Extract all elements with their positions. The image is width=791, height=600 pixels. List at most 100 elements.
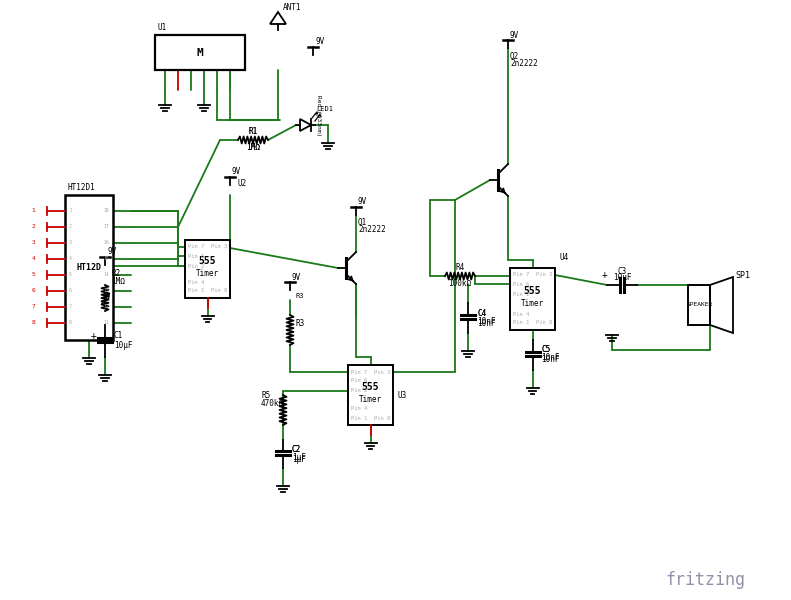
Text: 10nF: 10nF [542, 353, 560, 362]
Text: Pin 4: Pin 4 [188, 280, 204, 284]
Text: 1MΩ: 1MΩ [246, 143, 260, 152]
Text: Pin 6: Pin 6 [188, 253, 204, 259]
Text: 16: 16 [104, 241, 109, 245]
Text: SPEAKER: SPEAKER [687, 302, 713, 307]
Text: HT12D1: HT12D1 [67, 182, 95, 191]
Text: 10nF: 10nF [477, 317, 495, 325]
Text: U1: U1 [157, 23, 166, 32]
Text: 10nF: 10nF [542, 355, 560, 364]
Text: 2n2222: 2n2222 [358, 226, 386, 235]
Text: 100kΩ: 100kΩ [448, 280, 471, 289]
Text: 4: 4 [32, 257, 35, 262]
Text: R2: R2 [111, 269, 120, 277]
Text: Pin 3: Pin 3 [536, 272, 552, 277]
Text: 1MΩ: 1MΩ [111, 277, 125, 286]
Text: Q2: Q2 [510, 52, 519, 61]
Text: 11: 11 [104, 320, 109, 325]
Polygon shape [300, 119, 311, 131]
Text: LED1: LED1 [316, 106, 333, 112]
Text: 9V: 9V [358, 197, 367, 206]
Text: C5: C5 [542, 346, 551, 355]
Text: Pin 1: Pin 1 [351, 415, 367, 421]
Text: 5: 5 [32, 272, 35, 277]
Text: 7: 7 [69, 304, 72, 310]
Bar [510, 268, 555, 330]
Text: R5: R5 [261, 391, 271, 400]
Text: Pin 3: Pin 3 [374, 370, 390, 374]
Text: 15: 15 [104, 257, 109, 262]
Text: Pin 8: Pin 8 [536, 320, 552, 325]
Text: Pin 7: Pin 7 [351, 370, 367, 374]
Text: +: + [602, 270, 608, 280]
Text: Timer: Timer [359, 395, 382, 404]
Text: 2: 2 [32, 224, 35, 229]
Text: 7: 7 [32, 304, 35, 310]
Text: U3: U3 [398, 391, 407, 400]
Bar [348, 365, 393, 425]
Text: Pin 1: Pin 1 [188, 289, 204, 293]
Text: C4: C4 [477, 308, 486, 317]
Text: 12: 12 [104, 304, 109, 310]
Text: SP1: SP1 [735, 271, 750, 280]
Text: C1: C1 [114, 331, 123, 340]
Text: Pin 2: Pin 2 [351, 389, 367, 394]
Text: C5: C5 [542, 346, 551, 355]
Text: 470kΩ: 470kΩ [261, 400, 284, 409]
Text: 10µF: 10µF [114, 341, 133, 350]
Text: Pin 3: Pin 3 [210, 245, 227, 250]
Text: 10µF: 10µF [613, 274, 631, 283]
Text: R3: R3 [296, 319, 305, 329]
Text: Pin 7: Pin 7 [188, 245, 204, 250]
Text: Pin 8: Pin 8 [374, 415, 390, 421]
Text: 6: 6 [69, 289, 72, 293]
Text: HT12D: HT12D [77, 263, 101, 272]
Text: 9V: 9V [510, 31, 519, 40]
Text: Pin 7: Pin 7 [513, 272, 529, 277]
Text: Pin 8: Pin 8 [210, 289, 227, 293]
Text: 8: 8 [32, 320, 35, 325]
Text: M: M [197, 47, 203, 58]
Text: 5: 5 [69, 272, 72, 277]
Text: 3: 3 [32, 241, 35, 245]
Text: 1: 1 [32, 208, 35, 214]
Bar [155, 35, 245, 70]
Text: Pin 6: Pin 6 [351, 379, 367, 383]
Text: 555: 555 [361, 382, 380, 392]
Text: Pin 1: Pin 1 [513, 320, 529, 325]
Text: C3: C3 [617, 266, 626, 275]
Text: R1: R1 [248, 127, 258, 136]
Text: 9V: 9V [232, 167, 241, 176]
Text: 8: 8 [69, 320, 72, 325]
Text: Pin 6: Pin 6 [513, 281, 529, 286]
Text: 10nF: 10nF [477, 319, 495, 328]
Text: Timer: Timer [196, 269, 219, 278]
Text: Pin 4: Pin 4 [351, 407, 367, 412]
Text: C2: C2 [292, 445, 301, 455]
Text: 1µF: 1µF [292, 454, 306, 463]
Text: U4: U4 [560, 253, 570, 263]
Text: R3: R3 [296, 293, 305, 299]
Text: 9V: 9V [292, 272, 301, 281]
Bar [65, 195, 113, 340]
Text: Timer: Timer [521, 299, 544, 308]
Text: 555: 555 [199, 256, 216, 266]
Text: 9V: 9V [315, 37, 324, 46]
Text: Pin 2: Pin 2 [188, 263, 204, 269]
Text: Q1: Q1 [358, 217, 367, 226]
Text: 1: 1 [69, 208, 72, 214]
Bar [688, 285, 710, 325]
Text: 3: 3 [69, 241, 72, 245]
Text: Pin 2: Pin 2 [513, 292, 529, 296]
Text: C4: C4 [477, 308, 486, 317]
Text: 6: 6 [32, 289, 35, 293]
Text: U2: U2 [237, 179, 246, 188]
Text: 14: 14 [104, 272, 109, 277]
Text: R4: R4 [456, 263, 464, 271]
Text: C2: C2 [292, 445, 301, 454]
Text: 4: 4 [69, 257, 72, 262]
Text: 2: 2 [69, 224, 72, 229]
Text: 555: 555 [524, 286, 541, 296]
Text: 18: 18 [104, 208, 109, 214]
Text: Red (633nm): Red (633nm) [316, 95, 321, 137]
Text: 1µF: 1µF [292, 455, 306, 463]
